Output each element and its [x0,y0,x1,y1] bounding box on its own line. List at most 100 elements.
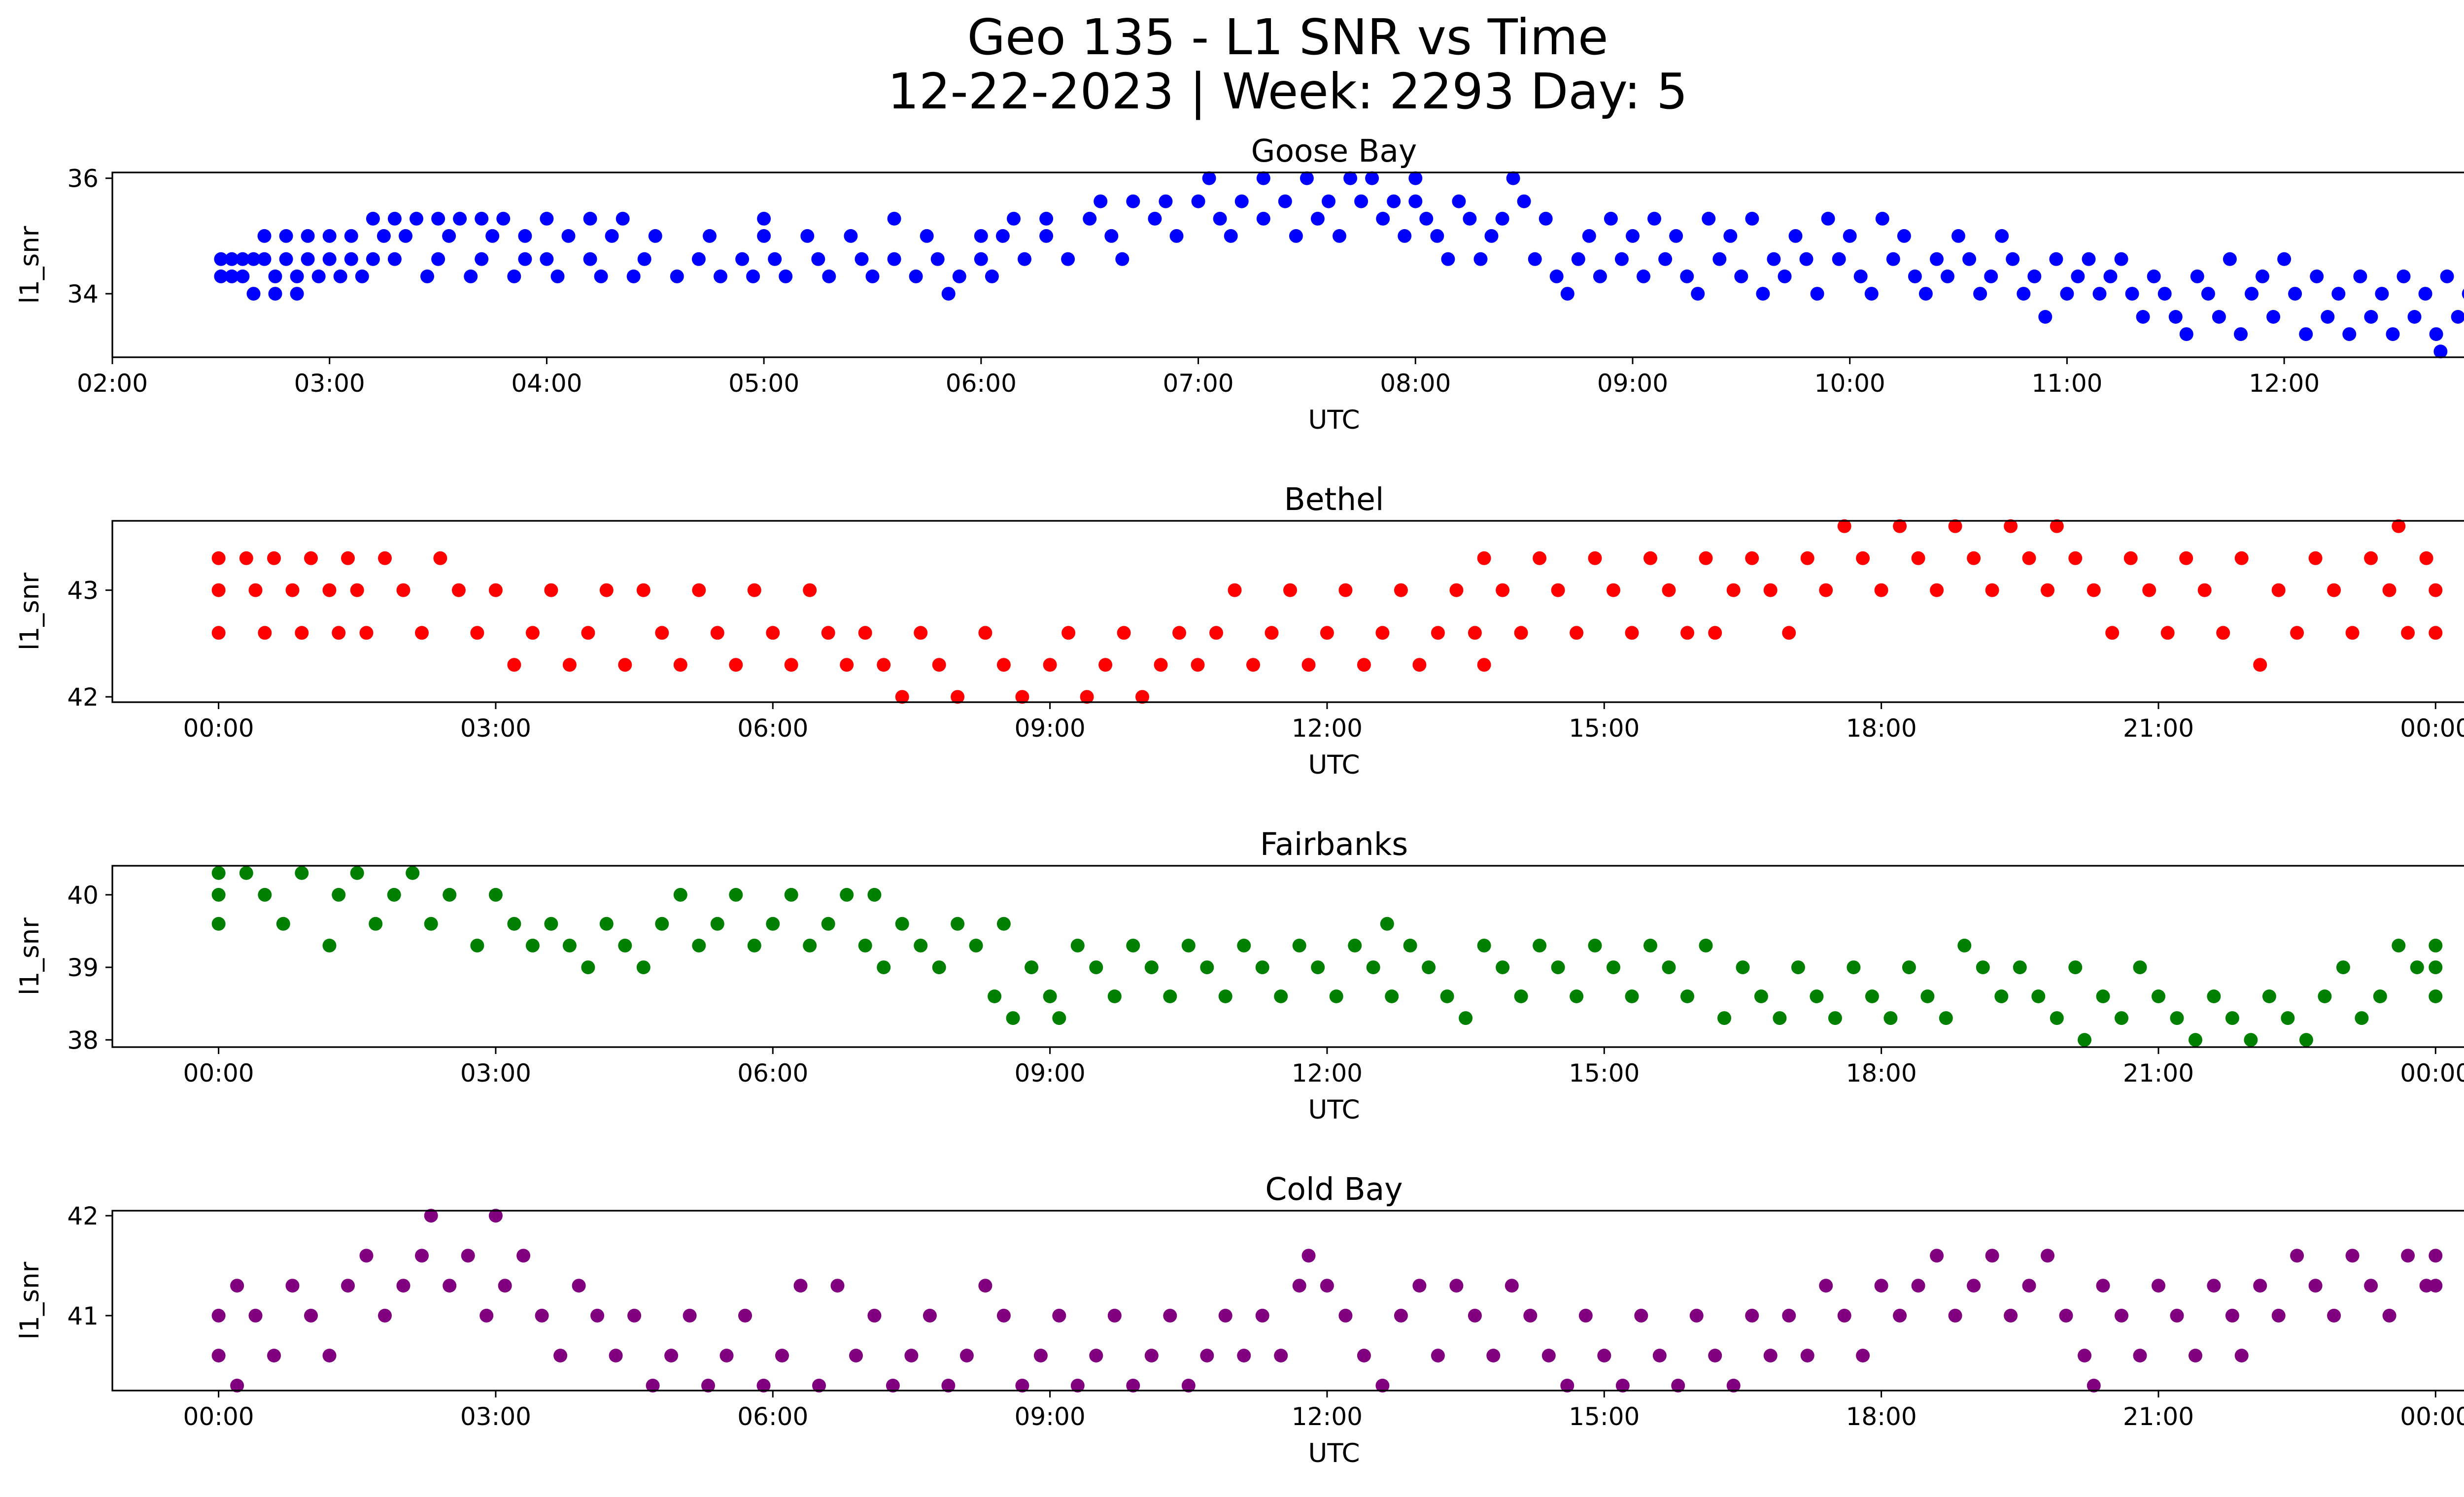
x-tick-label: 18:00 [1846,1059,1917,1088]
x-tick-label: 18:00 [1846,1402,1917,1431]
data-point [1911,1279,1925,1293]
data-point [775,1349,789,1362]
data-point [941,1378,956,1393]
data-point [609,1349,623,1362]
data-point [2225,1011,2239,1025]
x-tick-label: 12:00 [2249,369,2320,398]
data-point [1773,1011,1787,1025]
data-point [1680,269,1694,283]
data-point [2017,287,2031,301]
data-point [673,658,687,672]
data-point [1533,551,1547,565]
x-tick-label: 15:00 [1569,1059,1640,1088]
data-point [1495,211,1509,226]
data-point [1699,938,1713,953]
data-point [2401,626,2415,640]
data-point [1847,960,1861,975]
data-point [387,211,402,226]
data-point [2041,583,2054,597]
data-point [1154,658,1168,672]
data-point [2433,344,2448,359]
data-point [451,583,466,597]
data-point [1551,960,1565,975]
data-point [757,211,771,226]
data-point [2256,269,2269,283]
data-point [431,252,445,266]
data-point [2133,1349,2147,1362]
data-point [1754,989,1768,1003]
data-point [1283,583,1297,597]
data-point [1061,252,1075,266]
data-point [1135,690,1149,704]
data-point [470,938,484,953]
data-point [959,1349,974,1362]
data-point [2115,1308,2128,1323]
x-tick-label: 09:00 [1015,1059,1086,1088]
data-point [1398,229,1412,243]
data-point [267,1349,281,1362]
data-point [2068,551,2083,565]
data-point [239,551,253,565]
data-point [1984,269,1998,283]
data-point [1712,252,1727,266]
data-point [2364,551,2378,565]
x-tick-label: 00:00 [2400,1402,2464,1431]
x-tick-label: 06:00 [737,1059,808,1088]
x-tick-label: 10:00 [1814,369,1885,398]
data-point [1385,989,1399,1003]
subplot-title: Bethel [1284,481,1384,517]
data-point [1837,1308,1851,1323]
data-point [2207,989,2221,1003]
data-point [2170,1011,2184,1025]
data-point [1549,269,1564,283]
data-point [225,252,239,266]
data-point [1412,1279,1427,1293]
data-point [1320,626,1334,640]
data-point [1662,960,1676,975]
data-point [1763,1349,1778,1362]
data-point [246,287,261,301]
data-point [1354,194,1369,208]
data-point [1995,229,2009,243]
data-point [1218,1308,1232,1323]
data-point [1159,194,1173,208]
data-point [583,252,597,266]
x-tick-label: 21:00 [2123,714,2194,743]
plot-frame [111,171,2464,358]
data-point [1115,252,1129,266]
data-point [1333,229,1346,243]
data-point [1163,989,1177,1003]
data-point [1853,269,1868,283]
data-point [561,229,576,243]
x-tick-label: 12:00 [1292,714,1363,743]
y-tick-label: 36 [67,165,99,193]
data-point [2373,989,2387,1003]
data-point [2327,1308,2341,1323]
data-point [2429,960,2443,975]
x-tick-label: 03:00 [460,714,531,743]
x-tick-label: 21:00 [2123,1402,2194,1431]
data-point [2364,310,2378,324]
data-point [747,583,761,597]
data-point [2049,252,2063,266]
data-point [2078,1033,2091,1047]
data-point [1597,1349,1611,1362]
data-point [369,917,383,931]
data-point [1626,229,1640,243]
data-point [1680,989,1694,1003]
data-point [2225,1308,2239,1323]
data-point [1043,658,1057,672]
data-point [2401,1249,2415,1263]
data-point [2429,1279,2443,1293]
data-point [1237,1349,1251,1362]
data-point [855,252,869,266]
data-point [2133,960,2147,975]
data-point [840,887,854,902]
data-point [464,269,478,283]
data-point [2059,1308,2073,1323]
data-point [507,269,521,283]
data-point [1144,960,1159,975]
data-point [540,211,554,226]
data-point [1431,626,1445,640]
data-point [830,1279,845,1293]
